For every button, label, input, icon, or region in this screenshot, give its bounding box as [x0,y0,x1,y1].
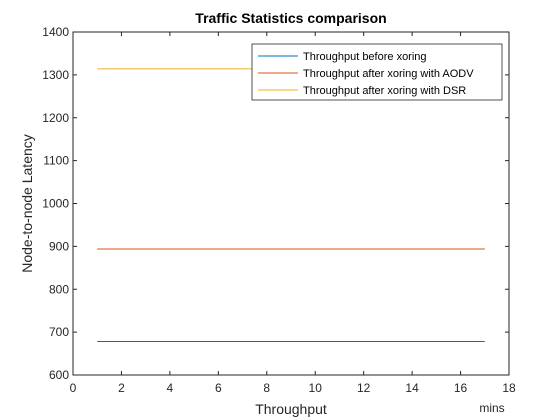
y-ticks: 600 700 800 900 1000 1100 1200 1300 1400 [42,25,509,382]
y-tick-label: 600 [49,368,69,382]
y-tick-label: 1100 [43,154,69,168]
legend-entries: Throughput before xoring Throughput after… [258,51,474,97]
x-tick-label: 6 [215,381,222,395]
x-tick-label: 4 [167,381,174,395]
legend-label: Throughput after xoring with DSR [303,85,466,97]
y-tick-label: 1200 [42,111,69,125]
y-tick-label: 1300 [42,68,69,82]
x-tick-label: 10 [309,381,323,395]
x-tick-label: 12 [357,381,371,395]
legend: Throughput before xoring Throughput after… [251,43,503,101]
x-tick-label: 14 [405,381,419,395]
legend-label: Throughput before xoring [303,51,427,63]
y-axis-label: Node-to-node Latency [19,134,35,273]
y-tick-label: 1000 [42,197,69,211]
y-tick-label: 700 [49,325,69,339]
x-axis-unit-label: mins [479,401,504,415]
legend-box [251,43,503,101]
y-tick-label: 800 [49,282,69,296]
x-tick-label: 18 [502,381,516,395]
x-tick-label: 16 [454,381,468,395]
legend-label: Throughput after xoring with AODV [303,68,474,80]
chart-title: Traffic Statistics comparison [195,10,386,26]
x-axis-label: Throughput [255,401,327,417]
x-tick-label: 2 [118,381,125,395]
x-ticks: 0 2 4 6 8 10 12 14 16 18 [70,32,516,395]
y-tick-label: 900 [49,239,69,253]
x-tick-label: 8 [263,381,270,395]
y-tick-label: 1400 [42,25,69,39]
x-tick-label: 0 [70,381,77,395]
